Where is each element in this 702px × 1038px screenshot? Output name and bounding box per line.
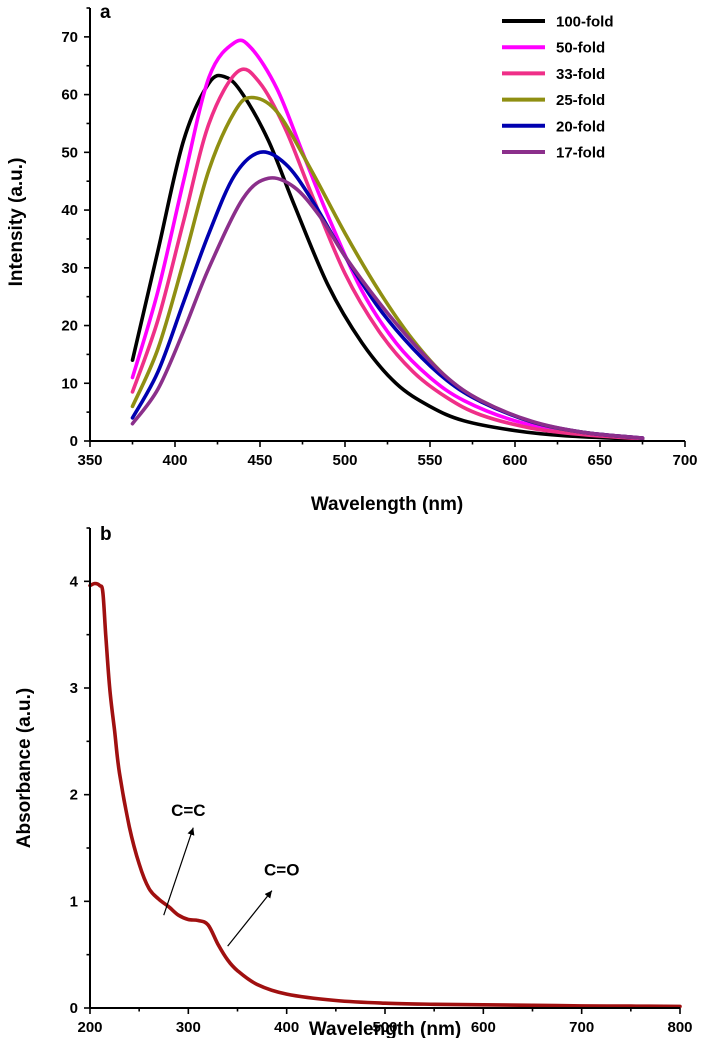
y-tick-label: 1 (70, 893, 78, 910)
y-tick-label: 10 (61, 375, 78, 392)
panel-a-ticks: 350 400 450 500 550 600 650 700 0 10 20 30 40 50 60 70 (61, 7, 698, 469)
annotation-arrow (163, 827, 195, 916)
x-tick-label: 800 (667, 1019, 692, 1036)
panel-b-y-title: Absorbance (a.u.) (14, 688, 35, 848)
panel-b-x-title: Wavelength (nm) (309, 1019, 461, 1038)
legend-label-33-fold: 33-fold (556, 66, 605, 83)
legend-label-100-fold: 100-fold (556, 14, 614, 31)
y-tick-label: 4 (70, 573, 79, 590)
x-tick-label: 600 (502, 452, 527, 469)
legend-label-25-fold: 25-fold (556, 92, 605, 109)
x-tick-label: 500 (372, 1019, 397, 1036)
x-tick-label: 600 (471, 1019, 496, 1036)
x-tick-label: 650 (587, 452, 612, 469)
panel-a: a 350 400 450 500 550 600 650 700 0 10 20 30 40 50 60 7… (6, 2, 698, 515)
panel-b-ticks: 200 300 400 500 600 700 800 0 1 2 3 4 (70, 527, 693, 1036)
series-line-absorbance (88, 581, 682, 1009)
x-tick-label: 300 (176, 1019, 201, 1036)
panel-a-label: a (100, 2, 111, 23)
y-tick-label: 50 (61, 144, 78, 161)
panel-b-plot-area (88, 581, 682, 1009)
x-tick-label: 450 (247, 452, 272, 469)
panel-b-annotations: C=C C=O (163, 801, 299, 947)
panel-a-y-title: Intensity (a.u.) (6, 158, 27, 287)
x-tick-label: 350 (77, 452, 102, 469)
annotation-arrow (227, 890, 273, 947)
x-tick-label: 200 (77, 1019, 102, 1036)
legend-label-20-fold: 20-fold (556, 118, 605, 135)
panel-b: b 200 300 400 500 600 700 800 0 1 2 3 4 C=C C=O Wave… (14, 524, 693, 1038)
y-tick-label: 40 (61, 202, 78, 219)
panel-b-label: b (100, 524, 112, 545)
panel-a-legend: 100-fold 50-fold 33-fold 25-fold 20-fold 17-f… (502, 14, 614, 162)
y-tick-label: 60 (61, 87, 78, 104)
series-line-100-fold (130, 73, 645, 442)
x-tick-label: 500 (332, 452, 357, 469)
y-tick-label: 0 (70, 433, 78, 450)
series-line-20-fold (130, 150, 645, 440)
panel-a-plot-area (130, 38, 645, 442)
x-tick-label: 400 (162, 452, 187, 469)
y-tick-label: 30 (61, 260, 78, 277)
y-tick-label: 20 (61, 318, 78, 335)
panel-a-x-title: Wavelength (nm) (311, 494, 463, 515)
series-line-17-fold (130, 176, 645, 440)
annotation-label: C=C (171, 801, 205, 820)
annotation-label: C=O (264, 861, 299, 880)
x-tick-label: 550 (417, 452, 442, 469)
y-tick-label: 0 (70, 1000, 78, 1017)
x-tick-label: 700 (569, 1019, 594, 1036)
x-tick-label: 700 (672, 452, 697, 469)
legend-label-50-fold: 50-fold (556, 40, 605, 57)
y-tick-label: 3 (70, 680, 78, 697)
y-tick-label: 2 (70, 787, 78, 804)
y-tick-label: 70 (61, 29, 78, 46)
legend-label-17-fold: 17-fold (556, 145, 605, 162)
x-tick-label: 400 (274, 1019, 299, 1036)
